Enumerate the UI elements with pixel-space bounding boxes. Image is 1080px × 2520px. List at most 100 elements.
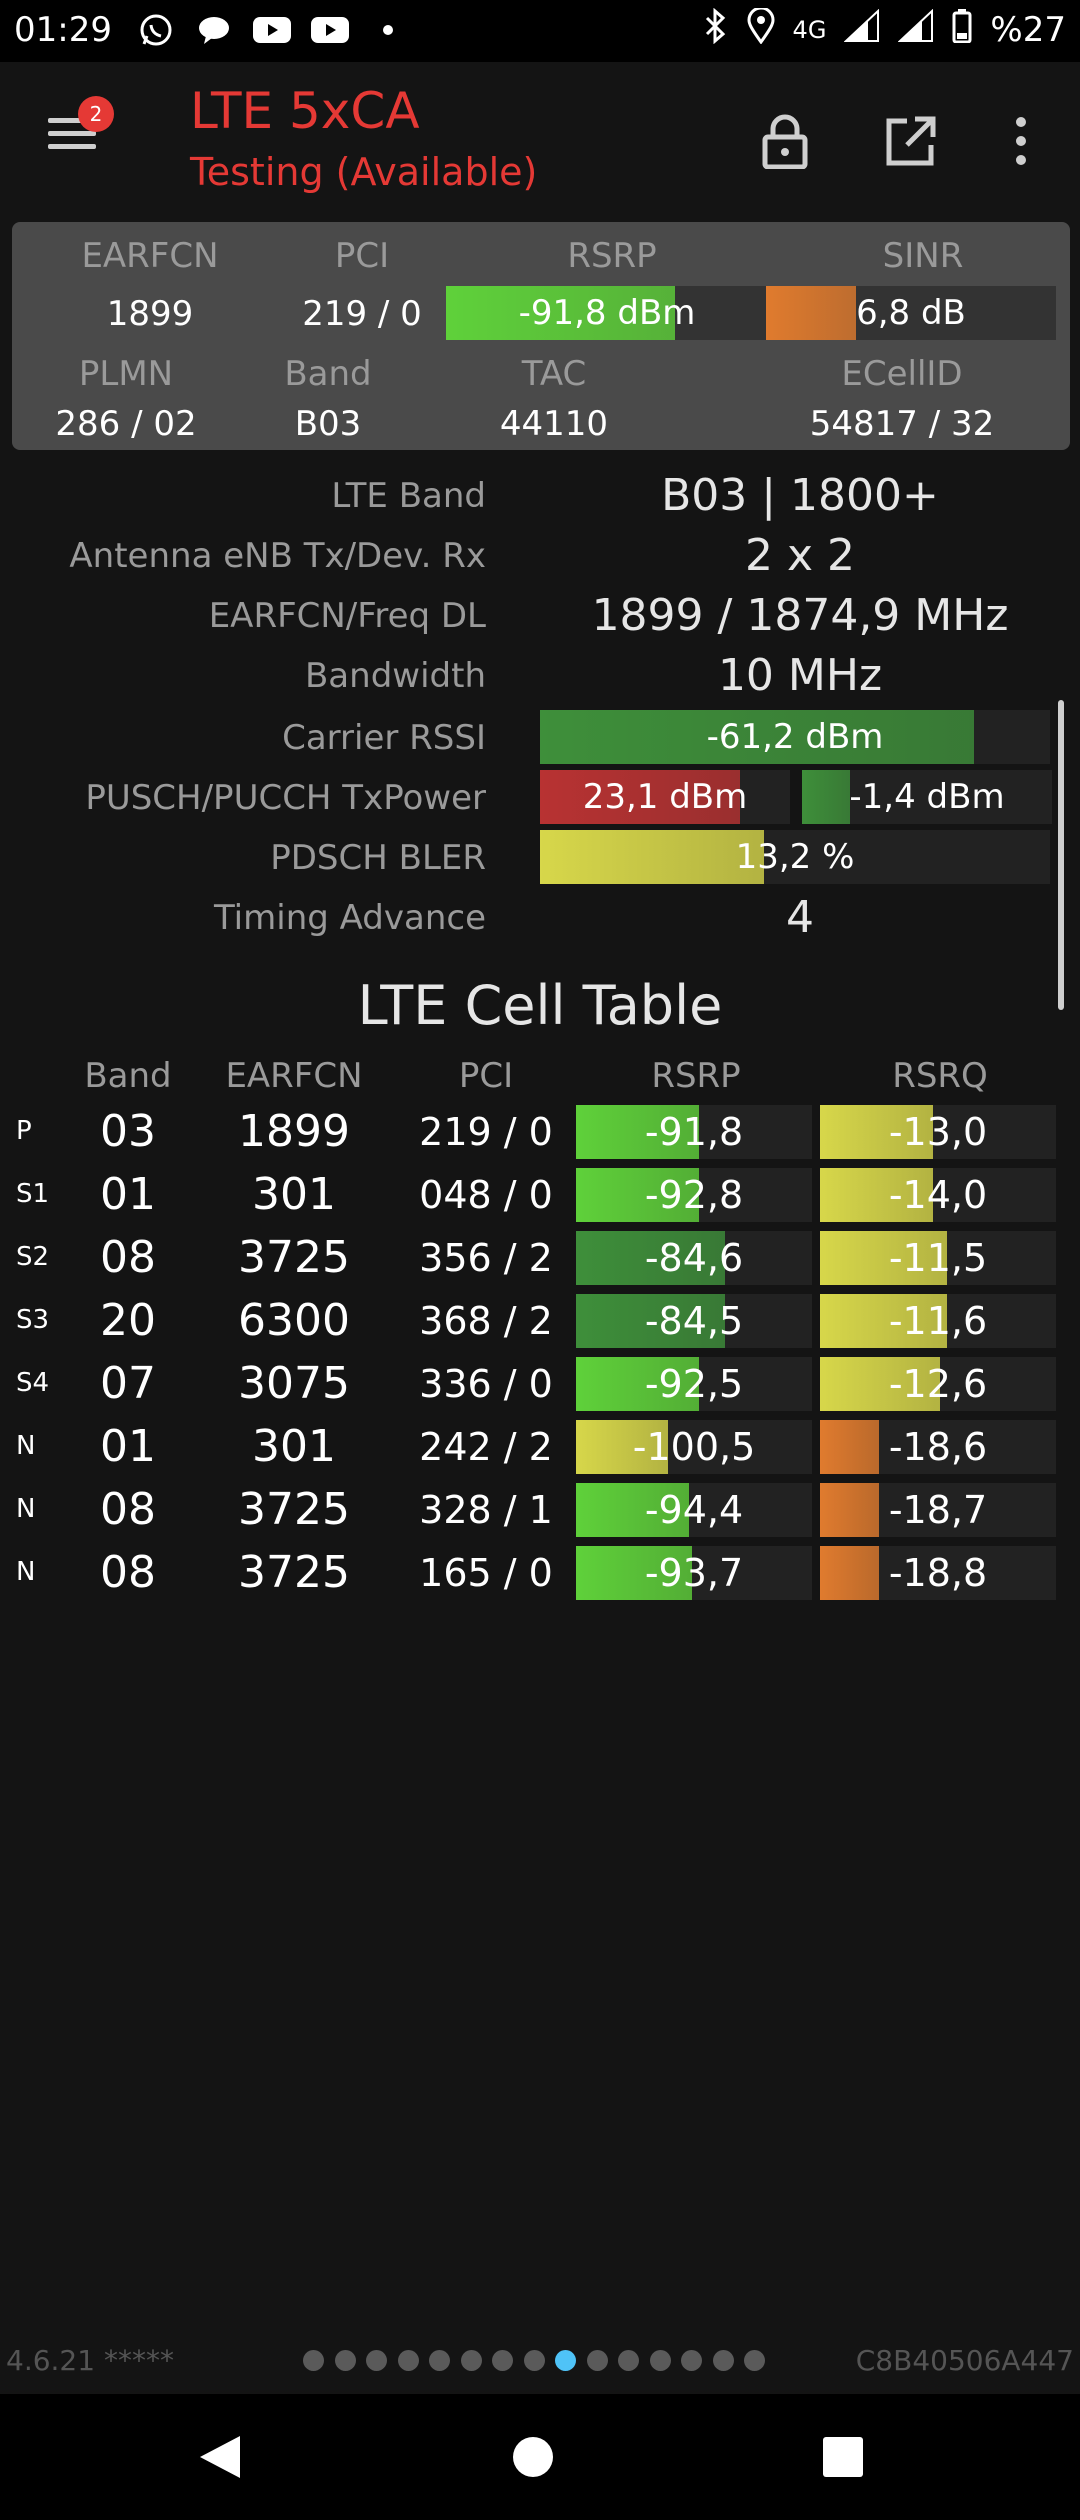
home-icon[interactable]: [500, 2424, 566, 2490]
cell-rsrp-value: -100,5: [632, 1425, 756, 1469]
page-dot[interactable]: [744, 2350, 765, 2371]
signal-icon: [843, 8, 880, 51]
page-dot[interactable]: [586, 2350, 608, 2371]
detail-value: 10 MHz: [717, 650, 883, 701]
menu-icon: [48, 118, 96, 123]
cell-band: 08: [100, 1232, 156, 1283]
cell-rsrp-bar: -100,5: [576, 1420, 812, 1474]
recents-icon[interactable]: [810, 2424, 876, 2490]
cell-rsrp-fill: [576, 1231, 725, 1285]
cell-rsrp-value: -94,4: [644, 1488, 744, 1532]
cell-rsrq-fill: [820, 1420, 879, 1474]
cell-rsrp-fill: [576, 1357, 699, 1411]
detail-label: PDSCH BLER: [270, 838, 486, 878]
page-dot[interactable]: [397, 2350, 419, 2371]
chat-bubble-icon: [194, 12, 234, 48]
detail-lte-band: LTE Band B03 | 1800+: [0, 468, 1080, 528]
pusch-txpower-fill: [540, 770, 740, 824]
plmn-header: PLMN: [78, 354, 174, 394]
page-dot[interactable]: [523, 2350, 545, 2371]
cell-pci: 356 / 2: [419, 1236, 553, 1280]
cell-earfcn: 3725: [238, 1232, 350, 1283]
page-dot[interactable]: [366, 2350, 387, 2371]
cell-rsrp-fill: [576, 1546, 692, 1600]
pucch-txpower-value: -1,4 dBm: [849, 777, 1005, 817]
page-dot-active[interactable]: [555, 2350, 576, 2371]
serving-cell-summary: EARFCN PCI RSRP SINR 1899 219 / 0 -91,8 …: [12, 222, 1070, 450]
open-external-icon[interactable]: [876, 106, 946, 176]
youtube-icon: [252, 12, 292, 48]
page-indicator[interactable]: [303, 2350, 765, 2371]
scrollbar[interactable]: [1058, 700, 1064, 1010]
sinr-value: 6,8 dB: [856, 293, 966, 333]
cell-type: P: [16, 1116, 32, 1146]
cell-rsrq-fill: [820, 1546, 879, 1600]
cell-rsrq-bar: -14,0: [820, 1168, 1056, 1222]
app-version: 4.6.21 *****: [6, 2344, 174, 2377]
detail-antenna: Antenna eNB Tx/Dev. Rx 2 x 2: [0, 528, 1080, 588]
pucch-txpower-bar: -1,4 dBm: [802, 770, 1052, 824]
table-row: S3 20 6300 368 / 2 -84,5 -11,6: [0, 1289, 1080, 1352]
youtube-icon: [310, 12, 350, 48]
cell-rsrq-value: -11,5: [888, 1236, 988, 1280]
cell-rsrq-fill: [820, 1294, 948, 1348]
sinr-meter-fill: [766, 286, 856, 340]
column-header-band: Band: [84, 1056, 172, 1096]
more-vert-icon[interactable]: [986, 106, 1056, 176]
band-value: B03: [294, 404, 362, 444]
cell-rsrp-value: -84,6: [644, 1236, 744, 1280]
cell-band: 01: [100, 1169, 156, 1220]
cell-rsrp-bar: -92,5: [576, 1357, 812, 1411]
cell-type: N: [16, 1494, 36, 1524]
cell-rsrp-value: -92,5: [644, 1362, 744, 1406]
cell-rsrq-fill: [820, 1105, 934, 1159]
earfcn-value: 1899: [106, 294, 194, 334]
detail-label: PUSCH/PUCCH TxPower: [85, 778, 486, 818]
more-notifications-dot: [378, 12, 398, 48]
page-dot[interactable]: [618, 2350, 639, 2371]
back-icon[interactable]: [186, 2424, 252, 2490]
page-dot[interactable]: [712, 2350, 734, 2371]
column-header-rsrq: RSRQ: [892, 1056, 988, 1096]
cell-band: 07: [100, 1358, 156, 1409]
cell-rsrq-value: -11,6: [888, 1299, 988, 1343]
lock-icon[interactable]: [750, 106, 820, 176]
page-dot[interactable]: [429, 2350, 450, 2371]
cell-band: 03: [100, 1106, 156, 1157]
device-serial: C8B40506A447: [855, 2344, 1074, 2377]
detail-txpower: PUSCH/PUCCH TxPower 23,1 dBm -1,4 dBm: [0, 770, 1080, 830]
menu-button[interactable]: [44, 112, 100, 156]
cell-rsrq-fill: [820, 1231, 948, 1285]
pusch-txpower-bar: 23,1 dBm: [540, 770, 790, 824]
cell-rsrp-value: -92,8: [644, 1173, 744, 1217]
detail-label: LTE Band: [331, 476, 486, 516]
cell-earfcn: 6300: [238, 1295, 350, 1346]
page-dot[interactable]: [649, 2350, 671, 2371]
rsrp-header: RSRP: [567, 236, 657, 276]
menu-icon-line: [48, 131, 96, 136]
page-dot[interactable]: [334, 2350, 356, 2371]
table-row: N 08 3725 165 / 0 -93,7 -18,8: [0, 1541, 1080, 1604]
detail-label: Bandwidth: [304, 656, 486, 696]
cell-earfcn: 1899: [238, 1106, 350, 1157]
cell-rsrp-bar: -84,6: [576, 1231, 812, 1285]
cell-rsrp-fill: [576, 1294, 725, 1348]
cell-band: 08: [100, 1547, 156, 1598]
cell-pci: 328 / 1: [419, 1488, 553, 1532]
page-dot[interactable]: [303, 2350, 324, 2371]
table-row: S1 01 301 048 / 0 -92,8 -14,0: [0, 1163, 1080, 1226]
cell-rsrq-bar: -11,6: [820, 1294, 1056, 1348]
carrier-rssi-bar: -61,2 dBm: [540, 710, 1050, 764]
page-dot[interactable]: [460, 2350, 482, 2371]
app-subtitle: Testing (Available): [190, 150, 538, 194]
rsrp-value: -91,8 dBm: [518, 293, 696, 333]
page-dot[interactable]: [492, 2350, 513, 2371]
table-row: S2 08 3725 356 / 2 -84,6 -11,5: [0, 1226, 1080, 1289]
cell-pci: 048 / 0: [419, 1173, 553, 1217]
table-row: S4 07 3075 336 / 0 -92,5 -12,6: [0, 1352, 1080, 1415]
location-icon: [747, 6, 775, 52]
pdsch-bler-bar: 13,2 %: [540, 830, 1050, 884]
cell-band: 20: [100, 1295, 156, 1346]
page-dot[interactable]: [681, 2350, 702, 2371]
cell-rsrq-value: -18,8: [888, 1551, 988, 1595]
